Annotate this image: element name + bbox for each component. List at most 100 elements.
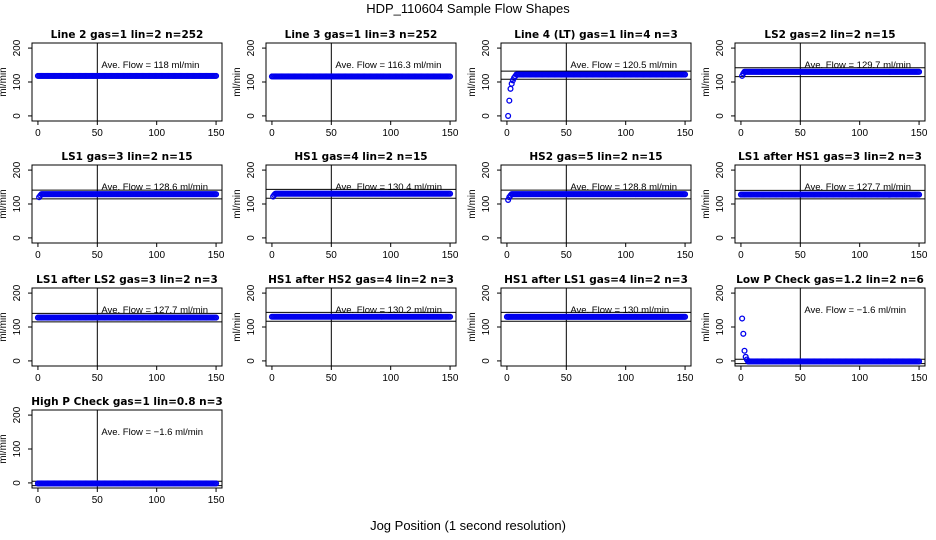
data-point — [783, 191, 790, 198]
data-point — [353, 73, 360, 80]
data-point — [61, 72, 68, 79]
data-point — [891, 68, 898, 75]
data-point — [186, 72, 193, 79]
data-point — [126, 314, 133, 321]
data-point — [176, 314, 183, 321]
data-point — [898, 358, 905, 365]
data-point — [357, 313, 365, 320]
data-point — [553, 313, 560, 320]
data-point — [585, 191, 592, 198]
data-point — [423, 313, 430, 320]
data-point — [658, 71, 665, 78]
data-point — [68, 72, 75, 79]
panel-title: High P Check gas=1 lin=0.8 n=3 — [31, 396, 222, 408]
data-point — [816, 191, 823, 198]
panel-title: LS1 after HS1 gas=3 lin=2 n=3 — [738, 151, 922, 163]
data-point — [629, 191, 636, 198]
data-point — [116, 191, 123, 198]
data-point — [59, 314, 66, 321]
data-point — [39, 72, 46, 79]
data-point — [323, 313, 330, 320]
data-point — [610, 71, 617, 78]
data-point — [166, 191, 173, 198]
data-point — [607, 71, 614, 78]
data-point — [299, 190, 306, 197]
data-point — [43, 314, 50, 321]
data-point — [104, 72, 112, 79]
data-point — [127, 72, 134, 79]
data-point — [438, 190, 445, 197]
data-point — [208, 314, 215, 321]
data-point — [84, 480, 91, 487]
data-point — [432, 73, 439, 80]
data-point — [207, 314, 214, 321]
data-point — [866, 68, 873, 75]
x-tick-label: 150 — [442, 250, 459, 261]
data-point — [785, 358, 792, 365]
data-point — [665, 71, 672, 78]
data-point — [127, 314, 134, 321]
data-point — [109, 72, 116, 79]
data-point — [185, 72, 192, 79]
data-point — [812, 191, 819, 198]
data-point — [183, 72, 190, 79]
data-point — [543, 71, 550, 78]
data-point — [416, 73, 423, 80]
data-point — [741, 347, 748, 354]
data-point — [413, 73, 420, 80]
data-point — [89, 480, 96, 487]
data-point — [317, 73, 324, 80]
data-point — [159, 191, 166, 198]
data-point — [552, 71, 559, 78]
data-point — [850, 68, 857, 75]
data-point — [425, 73, 432, 80]
data-point — [886, 191, 893, 198]
data-point — [886, 358, 893, 365]
data-point — [559, 313, 566, 320]
data-point — [373, 313, 380, 320]
data-point — [642, 191, 649, 198]
data-point — [534, 313, 541, 320]
data-point — [866, 191, 873, 198]
data-point — [597, 71, 604, 78]
data-point — [764, 191, 771, 198]
data-point — [898, 191, 905, 198]
data-point — [913, 68, 920, 75]
data-point — [836, 68, 843, 75]
data-point — [522, 313, 529, 320]
data-point — [106, 314, 113, 321]
data-point — [562, 71, 569, 78]
data-point — [625, 191, 632, 198]
data-point — [641, 71, 648, 78]
data-point — [145, 72, 152, 79]
data-point — [388, 190, 395, 197]
data-point — [395, 313, 403, 320]
plot-frame — [500, 164, 692, 244]
data-point — [199, 314, 207, 321]
data-point — [509, 313, 516, 320]
data-point — [572, 191, 579, 198]
data-point — [413, 190, 420, 197]
data-point — [145, 191, 152, 198]
y-tick-label: 200 — [12, 39, 23, 56]
data-point — [189, 72, 196, 79]
data-point — [560, 191, 567, 198]
data-point — [679, 191, 686, 198]
data-point — [840, 191, 847, 198]
data-point — [854, 68, 861, 75]
data-point — [343, 73, 350, 80]
data-point — [843, 68, 850, 75]
data-point — [132, 480, 139, 487]
data-point — [868, 68, 875, 75]
data-point — [354, 313, 361, 320]
data-point — [175, 314, 182, 321]
data-point — [110, 480, 117, 487]
data-point — [139, 480, 146, 487]
data-point — [349, 190, 356, 197]
data-point — [792, 358, 799, 365]
data-point — [306, 73, 313, 80]
data-point — [607, 191, 614, 198]
data-point — [211, 314, 218, 321]
data-point — [39, 480, 46, 487]
data-point — [645, 71, 652, 78]
